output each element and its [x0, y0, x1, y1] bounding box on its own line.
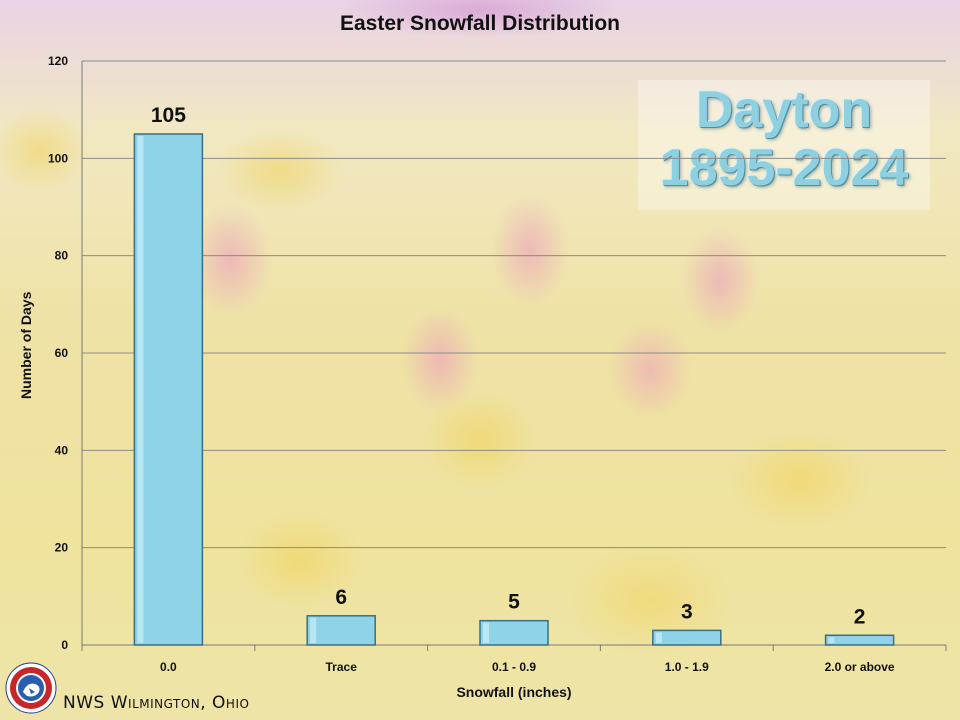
x-tick-label: 2.0 or above: [825, 660, 895, 674]
x-axis-label: Snowfall (inches): [456, 684, 572, 700]
grid-lines: [82, 60, 946, 549]
data-label: 3: [681, 600, 693, 623]
x-tick-label: 0.1 - 0.9: [492, 660, 536, 674]
data-label: 105: [151, 104, 186, 127]
office-name: NWS Wilmington, Ohio: [63, 693, 250, 713]
y-tick-label: 100: [48, 151, 68, 165]
data-label: 2: [854, 605, 866, 628]
data-label: 6: [335, 586, 347, 609]
bar-highlight: [655, 632, 662, 643]
nws-logo-icon: [5, 662, 57, 714]
y-axis-label: Number of Days: [18, 291, 34, 399]
y-tick-label: 0: [61, 638, 68, 652]
bars: [133, 133, 895, 646]
y-tick-label: 40: [55, 443, 69, 457]
chart-title: Easter Snowfall Distribution: [339, 12, 621, 35]
bar-highlight: [137, 136, 144, 643]
station-overlay-box: [638, 80, 930, 210]
bar: [306, 615, 376, 646]
y-tick-label: 80: [55, 249, 69, 263]
x-tick-label: Trace: [326, 660, 358, 674]
station-name: Dayton: [695, 81, 873, 139]
axes: [81, 61, 947, 651]
bar-highlight: [828, 637, 835, 643]
y-tick-label: 60: [55, 346, 69, 360]
station-years: 1895-2024: [659, 139, 909, 197]
bar: [824, 634, 895, 646]
x-tick-label: 0.0: [160, 660, 177, 674]
y-tick-label: 20: [55, 541, 69, 555]
bar: [133, 133, 204, 646]
data-labels: 105 6 5 3 2: [151, 104, 866, 628]
x-tick-label: 1.0 - 1.9: [665, 660, 709, 674]
data-label: 5: [508, 591, 520, 614]
bar: [479, 619, 549, 646]
bar-highlight: [483, 622, 489, 643]
y-tick-label: 120: [48, 54, 68, 68]
bar-highlight: [310, 617, 317, 643]
tick-labels: 0 20 40 60 80 100 120 0.0 Trace 0.1 - 0.9 1.0 - 1.…: [48, 54, 895, 674]
bar: [652, 629, 722, 646]
